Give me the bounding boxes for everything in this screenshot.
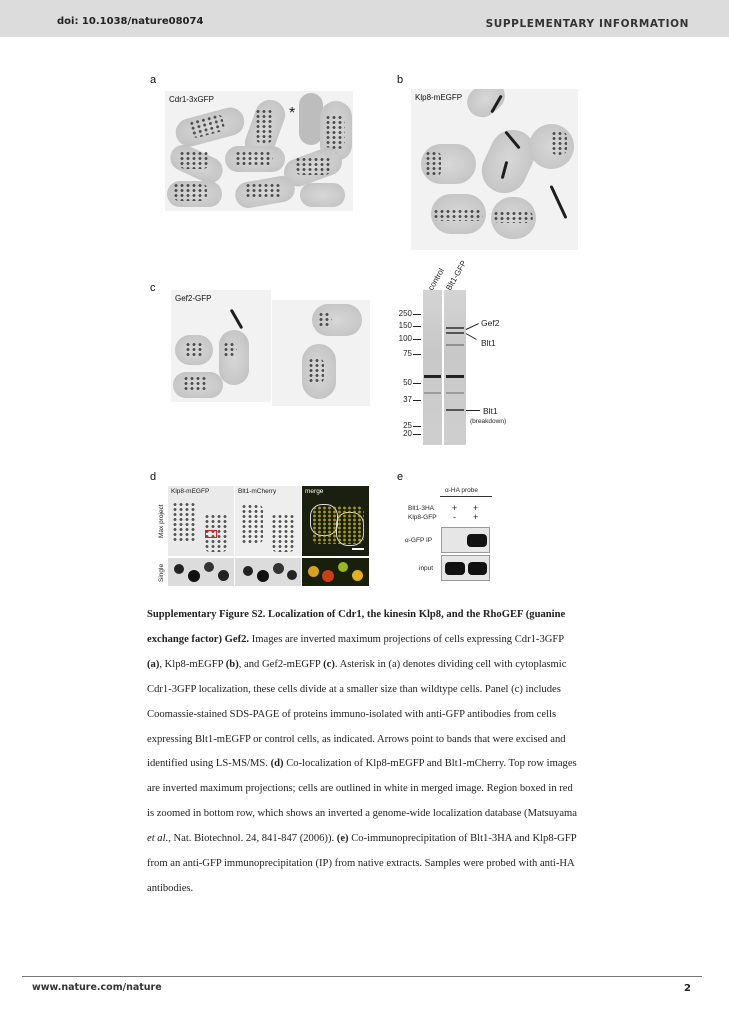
marker-50: 50 xyxy=(403,378,412,387)
panel-c-letter: c xyxy=(150,282,156,294)
panel-c-image-right xyxy=(272,300,370,406)
gel-annotation-gef2: Gef2 xyxy=(481,318,500,328)
panel-d-blt1-zoom xyxy=(235,558,301,586)
gel-lane-blt1-label: Blt1-GFP xyxy=(444,259,469,292)
col-label-klp8: Klp8-mEGFP xyxy=(171,488,210,495)
panel-a-letter: a xyxy=(150,74,157,86)
gfp-ip-label: α-GFP IP xyxy=(405,537,433,544)
blt1-3ha-label: Blt1-3HA xyxy=(408,505,435,512)
footer-divider xyxy=(22,976,702,977)
panel-d-letter: d xyxy=(150,471,157,483)
page-header: doi: 10.1038/nature08074 SUPPLEMENTARY I… xyxy=(0,0,729,37)
marker-25: 25 xyxy=(403,421,412,430)
panel-b-label: Klp8-mEGFP xyxy=(415,93,463,102)
caption-title: Supplementary Figure S2. Localization of… xyxy=(147,609,566,645)
gel-lane-control-label: control xyxy=(426,266,447,292)
row-label-max-project: Max project xyxy=(158,504,165,538)
footer-url[interactable]: www.nature.com/nature xyxy=(32,982,162,993)
panel-a-image: Cdr1-3xGFP * xyxy=(165,91,353,211)
col-label-merge: merge xyxy=(305,488,324,495)
row-label-single: Single xyxy=(158,563,165,582)
panel-b-letter: b xyxy=(397,74,404,86)
marker-20: 20 xyxy=(403,429,412,438)
blot-ip xyxy=(441,527,490,553)
panel-d-klp8: Klp8-mEGFP xyxy=(168,486,234,556)
gel-annotation-blt1-breakdown: Blt1 xyxy=(483,406,498,416)
klp8-gfp-sign-1: - xyxy=(453,512,456,522)
col-label-blt1: Blt1-mCherry xyxy=(238,488,277,495)
panel-e-letter: e xyxy=(397,471,404,483)
input-label: input xyxy=(419,565,434,572)
section-title: SUPPLEMENTARY INFORMATION xyxy=(485,18,689,30)
klp8-gfp-label: Klp8-GFP xyxy=(408,514,437,521)
gel-annotation-blt1: Blt1 xyxy=(481,338,496,348)
marker-100: 100 xyxy=(398,334,412,343)
asterisk-marker: * xyxy=(289,105,296,122)
blt1-3ha-sign-2: + xyxy=(473,503,479,513)
panel-a-label: Cdr1-3xGFP xyxy=(169,95,214,104)
panel-c-label: Gef2-GFP xyxy=(175,294,212,303)
dividing-cell xyxy=(299,93,323,145)
marker-75: 75 xyxy=(403,349,412,358)
marker-37: 37 xyxy=(403,395,412,404)
gel-lane-blt1 xyxy=(444,290,466,445)
probe-label: α-HA probe xyxy=(445,487,479,494)
gel-annotation-breakdown: (breakdown) xyxy=(470,418,507,425)
blot-input xyxy=(441,555,490,581)
marker-150: 150 xyxy=(398,321,412,330)
gel-lane-control xyxy=(423,290,442,445)
panel-d-klp8-zoom xyxy=(168,558,234,586)
panel-c-image-left: Gef2-GFP xyxy=(171,290,271,402)
blt1-3ha-sign-1: + xyxy=(452,503,458,513)
klp8-gfp-sign-2: + xyxy=(473,512,479,522)
panel-d-blt1: Blt1-mCherry xyxy=(235,486,301,556)
doi-text: doi: 10.1038/nature08074 xyxy=(57,16,204,27)
page-number: 2 xyxy=(684,983,691,994)
marker-250: 250 xyxy=(398,309,412,318)
panel-b-image: Klp8-mEGFP xyxy=(411,89,578,250)
panel-d-merge: merge xyxy=(302,486,369,556)
panel-d-merge-zoom xyxy=(302,558,369,586)
figure-caption: Supplementary Figure S2. Localization of… xyxy=(147,609,578,894)
